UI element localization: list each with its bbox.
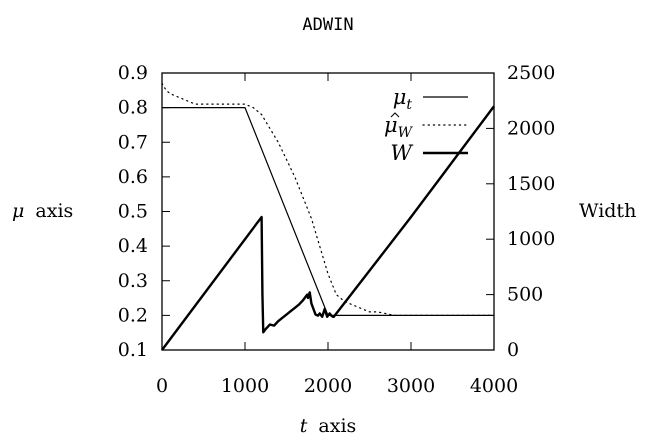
x-tick-label: 4000 [470, 375, 518, 397]
y2-tick-label: 500 [507, 284, 543, 306]
plot-series [161, 82, 495, 351]
series-line-3 [161, 105, 495, 351]
x-tick-label: 1000 [221, 375, 269, 397]
y-axis-label-text: axis [35, 200, 73, 222]
axis-ticks [161, 72, 495, 351]
legend-label-2: μW [384, 113, 414, 141]
y-axis-label: μ axis [12, 200, 73, 222]
y2-tick-label: 1500 [507, 173, 555, 195]
y-tick-label: 0.3 [118, 270, 148, 292]
legend-label-3: W [390, 141, 414, 165]
y2-tick-label: 0 [507, 339, 519, 361]
x-axis-label: t axis [300, 415, 357, 437]
hat-glyph [390, 112, 400, 118]
plot-frame [161, 72, 495, 351]
tick-labels: 0 1000 2000 3000 4000 0.1 0.2 0.3 0.4 0.5 0.6 0.7 0.… [118, 62, 556, 397]
x-axis-label-text: axis [318, 415, 356, 437]
y2-axis-label: Width [579, 200, 636, 222]
y2-tick-label: 1000 [507, 228, 555, 250]
series-line-2 [161, 82, 495, 316]
y-axis-label-var: μ [12, 200, 24, 222]
legend-label-1: μt [393, 85, 413, 113]
y-tick-label: 0.6 [118, 166, 148, 188]
y-tick-label: 0.8 [118, 97, 148, 119]
chart-title: ADWIN [302, 15, 353, 35]
x-axis-label-var: t [300, 415, 308, 437]
y2-tick-label: 2000 [507, 117, 555, 139]
y-tick-label: 0.5 [118, 201, 148, 223]
y-tick-label: 0.7 [118, 131, 148, 153]
x-tick-label: 2000 [304, 375, 352, 397]
y-tick-label: 0.4 [118, 235, 148, 257]
y2-tick-label: 2500 [507, 62, 555, 84]
x-tick-label: 3000 [387, 375, 435, 397]
x-tick-label: 0 [156, 375, 168, 397]
y-tick-label: 0.1 [118, 339, 148, 361]
y-tick-label: 0.9 [118, 62, 148, 84]
y-tick-label: 0.2 [118, 304, 148, 326]
